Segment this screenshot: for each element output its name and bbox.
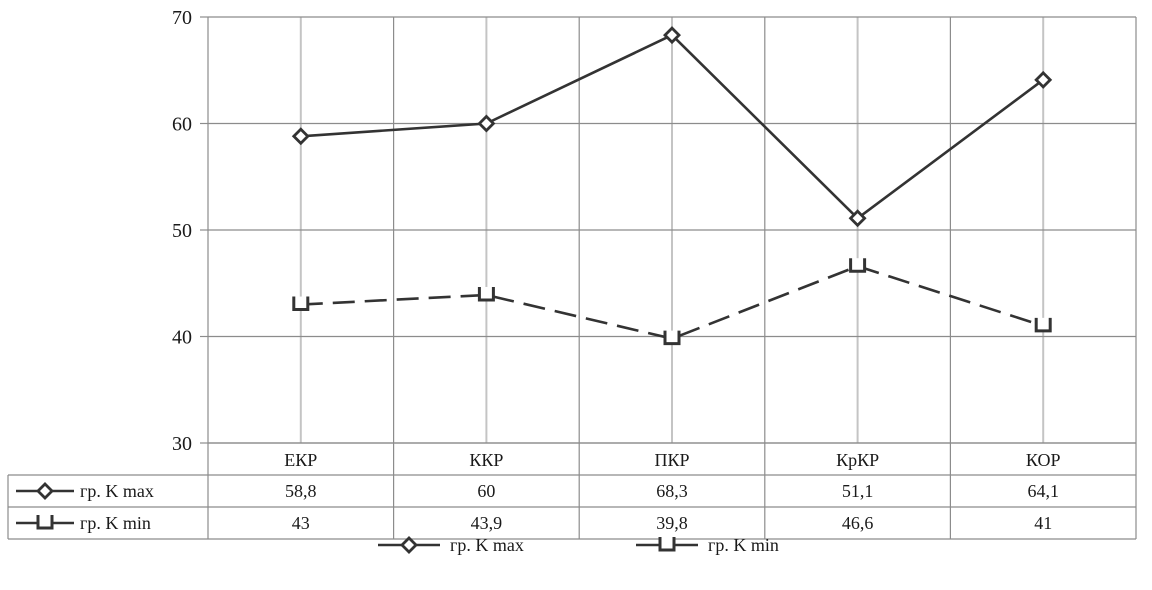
data-point — [849, 258, 867, 273]
legend-label: гр. K min — [708, 535, 779, 555]
y-axis: 30 40 50 60 70 — [172, 7, 208, 455]
legend-key-marker — [400, 536, 418, 554]
data-table: ЕКР ККР ПКР КрКР КОР гр. K max 58,8 60 68,3 51,1 6… — [7, 442, 1137, 540]
table-cell-value: 68,3 — [656, 481, 688, 501]
series-line-1 — [300, 264, 1044, 340]
category-label: КрКР — [836, 450, 879, 470]
legend: гр. K max гр. K min — [378, 535, 779, 555]
table-cell-value: 58,8 — [285, 481, 317, 501]
plot-area — [291, 26, 1053, 346]
y-tick-label: 60 — [172, 114, 192, 136]
data-point — [848, 209, 867, 228]
data-point — [1034, 70, 1053, 89]
row-label: гр. K min — [80, 513, 151, 533]
category-label: КОР — [1026, 450, 1061, 470]
table-cell-value: 41 — [1034, 513, 1052, 533]
table-cell-value: 39,8 — [656, 513, 688, 533]
table-cell-value: 46,6 — [842, 513, 874, 533]
row-label: гр. K max — [80, 481, 154, 501]
y-tick-label: 40 — [172, 327, 192, 349]
y-tick-label: 70 — [172, 7, 192, 29]
data-point — [477, 114, 496, 133]
data-point — [663, 26, 681, 45]
legend-key-marker — [658, 537, 676, 552]
data-point — [291, 127, 310, 146]
data-point — [292, 296, 310, 312]
category-label: ЕКР — [284, 450, 317, 470]
table-cell-value: 43 — [292, 513, 310, 533]
y-tick-label: 30 — [172, 433, 192, 455]
data-point — [1034, 317, 1052, 333]
table-cell-value: 51,1 — [842, 481, 874, 501]
grid — [207, 16, 1137, 444]
row-legend-key-marker — [36, 515, 54, 530]
category-label: ПКР — [654, 450, 689, 470]
row-legend-key-marker — [36, 482, 54, 500]
data-point — [477, 286, 495, 302]
table-cell-value: 60 — [477, 481, 495, 501]
y-tick-label: 50 — [172, 220, 192, 242]
table-cell-value: 43,9 — [471, 513, 503, 533]
data-point — [663, 330, 681, 346]
table-cell-value: 64,1 — [1027, 481, 1059, 501]
legend-label: гр. K max — [450, 535, 524, 555]
category-label: ККР — [469, 450, 503, 470]
